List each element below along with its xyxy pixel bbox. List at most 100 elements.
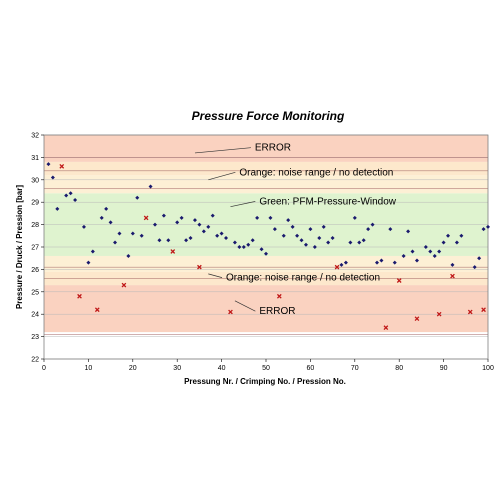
annotation-pointer <box>234 300 256 312</box>
data-point-diamond <box>312 245 317 249</box>
data-point-diamond <box>104 206 109 211</box>
data-point-diamond <box>184 238 189 243</box>
data-points <box>46 162 490 330</box>
data-point-diamond <box>259 247 264 252</box>
data-point-diamond <box>299 238 304 243</box>
x-tick-label: 70 <box>351 365 359 372</box>
data-point-cross <box>121 282 127 288</box>
data-point-diamond <box>246 242 251 247</box>
data-point-diamond <box>161 213 166 218</box>
data-point-diamond <box>379 258 384 263</box>
data-point-diamond <box>210 213 215 218</box>
data-point-diamond <box>303 242 308 247</box>
data-point-cross <box>334 264 340 270</box>
data-point-cross <box>467 309 473 315</box>
y-axis-label: Pressure / Druck / Pression [bar] <box>15 185 24 309</box>
data-point-diamond <box>126 253 131 258</box>
data-point-diamond <box>450 262 455 267</box>
data-point-diamond <box>201 229 206 234</box>
data-point-diamond <box>477 256 482 261</box>
y-tick-label: 32 <box>31 133 39 140</box>
data-point-cross <box>170 249 176 254</box>
data-point-cross <box>450 273 455 279</box>
data-point-diamond <box>241 245 246 249</box>
data-point-diamond <box>264 251 268 256</box>
data-point-diamond <box>392 260 397 265</box>
data-point-diamond <box>86 260 91 265</box>
y-tick-label: 25 <box>31 289 39 296</box>
x-tick-label: 30 <box>173 365 181 372</box>
data-point-cross <box>59 164 65 169</box>
annotation-pointer <box>208 171 236 181</box>
data-point-diamond <box>73 197 78 202</box>
annotation-pointer <box>208 273 223 278</box>
data-point-diamond <box>361 238 366 243</box>
data-point-diamond <box>219 231 224 236</box>
y-tick-label: 24 <box>31 312 39 319</box>
data-point-diamond <box>188 236 193 241</box>
data-point-diamond <box>117 231 122 236</box>
data-point-diamond <box>232 240 237 245</box>
data-point-diamond <box>46 162 51 167</box>
data-point-cross <box>276 293 282 299</box>
zone-band-2 <box>44 255 488 272</box>
chart-title: Pressure Force Monitoring <box>192 109 345 123</box>
data-point-diamond <box>139 233 144 238</box>
data-point-diamond <box>68 191 73 196</box>
annotation-label: Orange: noise range / no detection <box>226 273 380 284</box>
x-tick-label: 100 <box>482 365 494 372</box>
data-point-diamond <box>50 175 55 180</box>
data-point-diamond <box>366 227 371 232</box>
data-point-diamond <box>308 227 313 232</box>
data-point-diamond <box>255 215 260 220</box>
data-point-diamond <box>237 245 242 249</box>
data-point-diamond <box>357 240 362 245</box>
data-point-cross <box>436 311 442 317</box>
y-tick-label: 31 <box>31 155 39 162</box>
x-tick-label: 90 <box>440 365 448 372</box>
data-point-diamond <box>295 233 300 238</box>
y-tick-label: 30 <box>31 177 39 184</box>
data-point-diamond <box>370 222 375 227</box>
data-point-diamond <box>459 233 464 238</box>
data-point-diamond <box>113 240 118 245</box>
zone-band-0 <box>44 285 488 333</box>
y-tick-labels: 22 23 24 25 26 27 28 29 30 31 32 <box>31 133 44 364</box>
data-point-diamond <box>348 240 353 245</box>
zone-band-5 <box>44 161 488 176</box>
data-point-diamond <box>481 227 486 232</box>
data-point-diamond <box>414 258 419 263</box>
x-tick-label: 10 <box>85 365 93 372</box>
x-tick-label: 50 <box>262 365 270 372</box>
annotation-label: ERROR <box>259 306 295 317</box>
data-point-diamond <box>428 249 433 254</box>
data-point-cross <box>383 325 389 330</box>
data-point-diamond <box>352 215 357 220</box>
annotation-pointer <box>230 201 256 208</box>
data-point-diamond <box>437 249 442 254</box>
data-point-diamond <box>472 265 477 270</box>
data-point-diamond <box>192 218 197 223</box>
data-point-diamond <box>268 215 273 220</box>
data-point-diamond <box>250 238 255 243</box>
zone-bands <box>44 135 488 333</box>
data-point-cross <box>481 307 486 313</box>
y-tick-label: 23 <box>31 334 39 341</box>
data-point-diamond <box>206 224 211 229</box>
data-point-diamond <box>423 245 428 249</box>
data-point-diamond <box>130 231 135 236</box>
data-point-cross <box>94 307 100 313</box>
data-point-diamond <box>157 238 162 243</box>
x-tick-label: 40 <box>218 365 226 372</box>
data-point-diamond <box>179 215 184 220</box>
data-point-cross <box>143 215 149 221</box>
data-point-diamond <box>135 195 140 200</box>
data-point-diamond <box>215 233 220 238</box>
data-point-diamond <box>343 260 348 265</box>
x-tick-label: 60 <box>307 365 315 372</box>
data-point-diamond <box>153 222 157 227</box>
data-point-diamond <box>375 260 379 265</box>
x-tick-labels: 0 10 20 30 40 50 60 70 80 90 100 <box>42 359 494 372</box>
x-tick-label: 0 <box>42 365 46 372</box>
data-point-diamond <box>175 220 180 225</box>
